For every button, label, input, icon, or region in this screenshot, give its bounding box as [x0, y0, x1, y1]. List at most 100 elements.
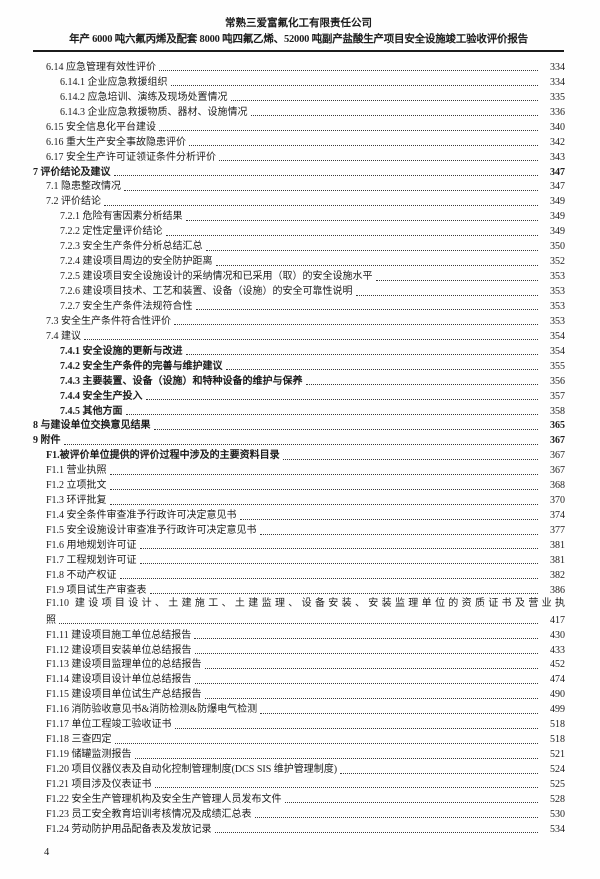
toc-entry-label: 7.4.1 安全设施的更新与改进 — [60, 345, 183, 357]
toc-entry: 8 与建设单位交换意见结果 365 — [33, 418, 565, 433]
toc-page-number: 352 — [550, 256, 565, 268]
toc-page-number: 349 — [550, 196, 565, 208]
toc-page-number: 340 — [550, 121, 565, 133]
toc-page-number: 367 — [550, 435, 565, 447]
toc-entry-label: 7.4.5 其他方面 — [60, 405, 123, 417]
toc-entry-label: F1.8 不动产权证 — [46, 569, 117, 581]
dot-leader — [114, 742, 538, 744]
dot-leader — [145, 399, 538, 401]
toc-entry-label: 7.2.7 安全生产条件法规符合性 — [60, 300, 193, 312]
toc-page-number: 356 — [550, 375, 565, 387]
toc-entry-label: F1.23 员工安全教育培训考核情况及成绩汇总表 — [46, 808, 252, 820]
toc-entry: 照 417 — [33, 612, 565, 627]
toc-entry-label: 7.2.1 危险有害因素分析结果 — [60, 211, 183, 223]
dot-leader — [194, 682, 538, 684]
toc-page-number: 365 — [550, 420, 565, 432]
toc-entry: F1.20 项目仪器仪表及自动化控制管理制度(DCS SIS 维护管理制度) 52… — [33, 761, 565, 776]
toc-page-number: 368 — [550, 480, 565, 492]
toc-entry: F1.16 消防验收意见书&消防检测&防爆电气检测 499 — [33, 701, 565, 716]
dot-leader — [219, 160, 538, 162]
dot-leader — [63, 443, 538, 445]
toc-page-number: 347 — [550, 181, 565, 193]
toc-entry: F1.15 建设项目单位试生产总结报告 490 — [33, 686, 565, 701]
toc-entry: F1.13 建设项目监理单位的总结报告 452 — [33, 657, 565, 672]
toc-entry-label: F1.17 单位工程竣工验收证书 — [46, 719, 172, 731]
dot-leader — [239, 518, 538, 520]
dot-leader — [189, 145, 538, 147]
dot-leader — [124, 189, 538, 191]
toc-entry: F1.7 工程规划许可证 381 — [33, 552, 565, 567]
toc-page-number: 474 — [550, 674, 565, 686]
toc-entry-label: F1.20 项目仪器仪表及自动化控制管理制度(DCS SIS 维护管理制度) — [46, 764, 338, 775]
toc-entry: 7.4.5 其他方面 358 — [33, 403, 565, 418]
toc-page-number: 334 — [550, 61, 565, 73]
toc-entry-label: 7.2.4 建设项目周边的安全防护距离 — [60, 256, 213, 268]
toc-page-number: 367 — [550, 450, 565, 462]
toc-entry-label: F1.7 工程规划许可证 — [46, 554, 137, 566]
toc-entry-label: F1.1 营业执照 — [46, 465, 107, 477]
toc-entry: F1.2 立项批文 368 — [33, 477, 565, 492]
toc-entry-label: 7.4 建议 — [46, 330, 81, 342]
toc-page-number: 374 — [550, 510, 565, 522]
dot-leader — [174, 324, 538, 326]
toc-entry: 7.2.7 安全生产条件法规符合性 353 — [33, 298, 565, 313]
toc-page-number: 347 — [550, 166, 565, 178]
toc-entry: F1.12 建设项目安装单位总结报告 433 — [33, 642, 565, 657]
toc-entry: F1.14 建设项目设计单位总结报告 474 — [33, 671, 565, 686]
toc-entry-label: F1.21 项目涉及仪表证书 — [46, 778, 152, 790]
dot-leader — [159, 130, 538, 132]
dot-leader — [113, 175, 538, 176]
dot-leader — [185, 219, 538, 221]
dot-leader — [205, 249, 538, 251]
toc-entry: 6.14.2 应急培训、演练及现场处置情况 335 — [33, 89, 565, 104]
toc-entry: F1.3 环评批复 370 — [33, 492, 565, 507]
dot-leader — [159, 70, 538, 72]
dot-leader — [260, 712, 538, 714]
dot-leader — [185, 354, 538, 356]
dot-leader — [139, 548, 538, 550]
toc-entry: F1.23 员工安全教育培训考核情况及成绩汇总表 530 — [33, 806, 565, 821]
toc-entry-label: F1.2 立项批文 — [46, 480, 107, 492]
dot-leader — [214, 832, 538, 834]
toc-entry-label: 6.15 安全信息化平台建设 — [46, 121, 156, 133]
toc-page-number: 377 — [550, 525, 565, 536]
company-name: 常熟三爱富氟化工有限责任公司 — [225, 18, 372, 29]
toc-entry-label: 7.2.5 建设项目安全设施设计的采纳情况和已采用（取）的安全设施水平 — [60, 271, 373, 283]
dot-leader — [174, 727, 538, 729]
toc-page-number: 353 — [550, 300, 565, 312]
dot-leader — [149, 593, 538, 595]
dot-leader — [109, 488, 538, 490]
toc-entry: F1.9 项目试生产审查表 386 — [33, 582, 565, 597]
toc-entry: 7.2.3 安全生产条件分析总结汇总 350 — [33, 238, 565, 253]
toc-entry-label: 7.4.2 安全生产条件的完善与维护建议 — [60, 360, 223, 372]
toc-page-number: 350 — [550, 241, 565, 253]
toc-entry-label: 7.2.3 安全生产条件分析总结汇总 — [60, 241, 203, 253]
toc-entry: 7.4.1 安全设施的更新与改进 354 — [33, 343, 565, 358]
dot-leader — [305, 384, 538, 386]
toc-entry: 7.2.1 危险有害因素分析结果 349 — [33, 208, 565, 223]
toc-entry-label: 7 评价结论及建议 — [33, 166, 111, 178]
toc-entry-label: 6.14.1 企业应急救援组织 — [60, 76, 168, 88]
toc-entry-label: F1.11 建设项目施工单位总结报告 — [46, 629, 192, 641]
toc-entry: 6.14.3 企业应急救援物质、器材、设施情况 336 — [33, 104, 565, 119]
toc-page-number: 528 — [550, 793, 565, 805]
toc-page-number: 355 — [550, 360, 565, 372]
toc-page-number: 381 — [550, 554, 565, 566]
dot-leader — [225, 369, 538, 371]
toc-entry: F1.被评价单位提供的评价过程中涉及的主要资料目录 367 — [33, 447, 565, 462]
dot-leader — [254, 817, 538, 819]
toc-entry-label: 7.1 隐患整改情况 — [46, 181, 121, 193]
toc-page-number: 525 — [550, 778, 565, 790]
dot-leader — [59, 623, 538, 625]
toc-page-number: 342 — [550, 136, 565, 148]
toc-entry-label: F1.6 用地规划许可证 — [46, 539, 137, 551]
toc-entry: F1.1 营业执照 367 — [33, 462, 565, 477]
dot-leader — [154, 787, 538, 789]
toc-entry: F1.6 用地规划许可证 381 — [33, 537, 565, 552]
toc-page-number: 354 — [550, 345, 565, 357]
dot-leader — [282, 458, 538, 460]
toc-entry-label: 6.14 应急管理有效性评价 — [46, 61, 156, 73]
toc-entry-label: F1.4 安全条件审查准予行政许可决定意见书 — [46, 510, 237, 522]
toc-entry: 7.4.2 安全生产条件的完善与维护建议 355 — [33, 358, 565, 373]
toc-entry-label: 9 附件 — [33, 435, 61, 447]
